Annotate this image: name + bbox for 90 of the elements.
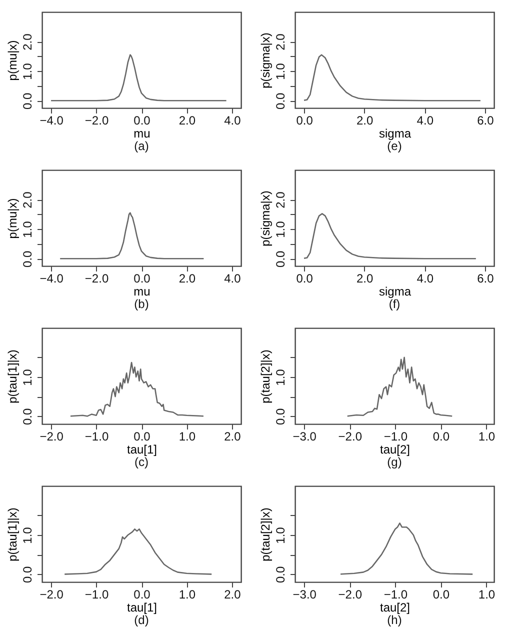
x-tick-label: 1.0	[178, 430, 196, 444]
x-tick-label: 0.0	[296, 272, 314, 286]
x-tick-label: −2.0	[84, 272, 109, 286]
x-tick-label: 4.0	[416, 114, 434, 128]
y-tick-label: 0.0	[20, 92, 34, 110]
y-tick-label: 1.0	[274, 220, 288, 238]
x-tick-label: −1.0	[84, 588, 109, 602]
y-tick-label: 0.0	[274, 408, 288, 426]
x-tick-label: −2.0	[40, 588, 64, 602]
y-tick-label: 1.0	[20, 62, 34, 80]
x-tick-label: −4.0	[40, 272, 64, 286]
x-tick-label: 2.0	[178, 272, 196, 286]
y-tick-label: 1.0	[20, 526, 34, 544]
x-tick-label: 0.0	[432, 430, 450, 444]
y-axis-title: p(mu|x)	[6, 198, 20, 239]
y-tick-label: 2.0	[20, 33, 34, 50]
x-tick-label: 2.0	[224, 430, 242, 444]
text: (a)	[134, 139, 149, 153]
x-tick-label: 0.0	[134, 430, 151, 444]
text: (e)	[387, 139, 402, 153]
x-tick-label: 2.0	[356, 272, 374, 286]
x-tick-label: 1.0	[178, 588, 196, 602]
y-tick-label: 1.0	[274, 368, 288, 386]
y-tick-label: 0.0	[274, 566, 288, 584]
y-tick-label: 1.0	[20, 220, 34, 238]
x-tick-label: 4.0	[416, 272, 434, 286]
x-axis-title: sigma	[378, 126, 412, 140]
y-axis-title: p(sigma|x)	[258, 190, 272, 246]
text: (f)	[388, 297, 400, 311]
line-series	[59, 212, 204, 260]
x-axis-title: tau[1]	[126, 442, 158, 456]
x-tick-label: −4.0	[40, 114, 64, 128]
x-tick-label: 2.0	[224, 588, 242, 602]
x-tick-label: −2.0	[84, 114, 109, 128]
text: (h)	[387, 613, 402, 627]
x-tick-label: −2.0	[338, 430, 362, 444]
x-tick-label: −3.0	[292, 588, 317, 602]
x-tick-label: 6.0	[477, 272, 494, 286]
y-axis-title: p(tau[1]|x)	[6, 350, 20, 404]
x-tick-label: 0.0	[134, 588, 151, 602]
y-tick-label: 1.0	[274, 526, 288, 544]
line-series	[303, 54, 482, 102]
y-tick-label: 0.0	[274, 92, 288, 110]
x-axis-title: sigma	[378, 284, 412, 298]
line-series	[70, 362, 204, 417]
y-tick-label: 2.0	[274, 33, 288, 50]
line-series	[64, 528, 212, 575]
text: (b)	[134, 297, 149, 311]
x-tick-label: 0.0	[296, 114, 314, 128]
y-tick-label: 0.0	[20, 250, 34, 268]
x-tick-label: −2.0	[338, 588, 362, 602]
x-axis-title: tau[1]	[126, 600, 158, 614]
x-tick-label: −1.0	[384, 588, 408, 602]
line-series	[303, 213, 477, 260]
y-tick-label: 0.0	[274, 250, 288, 268]
y-axis-title: p(sigma|x)	[258, 32, 272, 88]
x-tick-label: −1.0	[384, 430, 408, 444]
text: (c)	[134, 455, 148, 469]
x-tick-label: 4.0	[224, 114, 242, 128]
line-series	[50, 54, 227, 102]
x-tick-label: 6.0	[477, 114, 494, 128]
y-tick-label: 1.0	[20, 368, 34, 386]
x-tick-label: 0.0	[134, 272, 151, 286]
y-tick-label: 0.0	[20, 408, 34, 426]
y-axis-title: p(tau[1]|x)	[6, 508, 20, 562]
x-tick-label: 0.0	[134, 114, 151, 128]
x-tick-label: −3.0	[292, 430, 317, 444]
x-tick-label: 2.0	[178, 114, 196, 128]
y-axis-title: p(mu|x)	[6, 40, 20, 81]
x-tick-label: 4.0	[224, 272, 242, 286]
y-axis-title: p(tau[2]|x)	[258, 508, 272, 562]
x-axis-title: mu	[134, 126, 150, 140]
y-tick-label: 0.0	[20, 566, 34, 584]
text: (d)	[134, 613, 149, 627]
x-axis-title: tau[2]	[380, 600, 410, 614]
x-axis-title: tau[2]	[380, 442, 410, 456]
x-tick-label: −1.0	[84, 430, 109, 444]
y-tick-label: 1.0	[274, 62, 288, 80]
x-tick-label: 1.0	[478, 588, 496, 602]
y-axis-title: p(tau[2]|x)	[258, 350, 272, 404]
line-series	[340, 522, 474, 575]
line-series	[346, 356, 453, 417]
x-tick-label: 2.0	[356, 114, 374, 128]
y-tick-label: 2.0	[20, 191, 34, 208]
x-tick-label: −2.0	[40, 430, 64, 444]
text: (g)	[387, 455, 402, 469]
y-tick-label: 2.0	[274, 191, 288, 208]
x-tick-label: 0.0	[432, 588, 450, 602]
x-axis-title: mu	[134, 284, 150, 298]
x-tick-label: 1.0	[478, 430, 496, 444]
